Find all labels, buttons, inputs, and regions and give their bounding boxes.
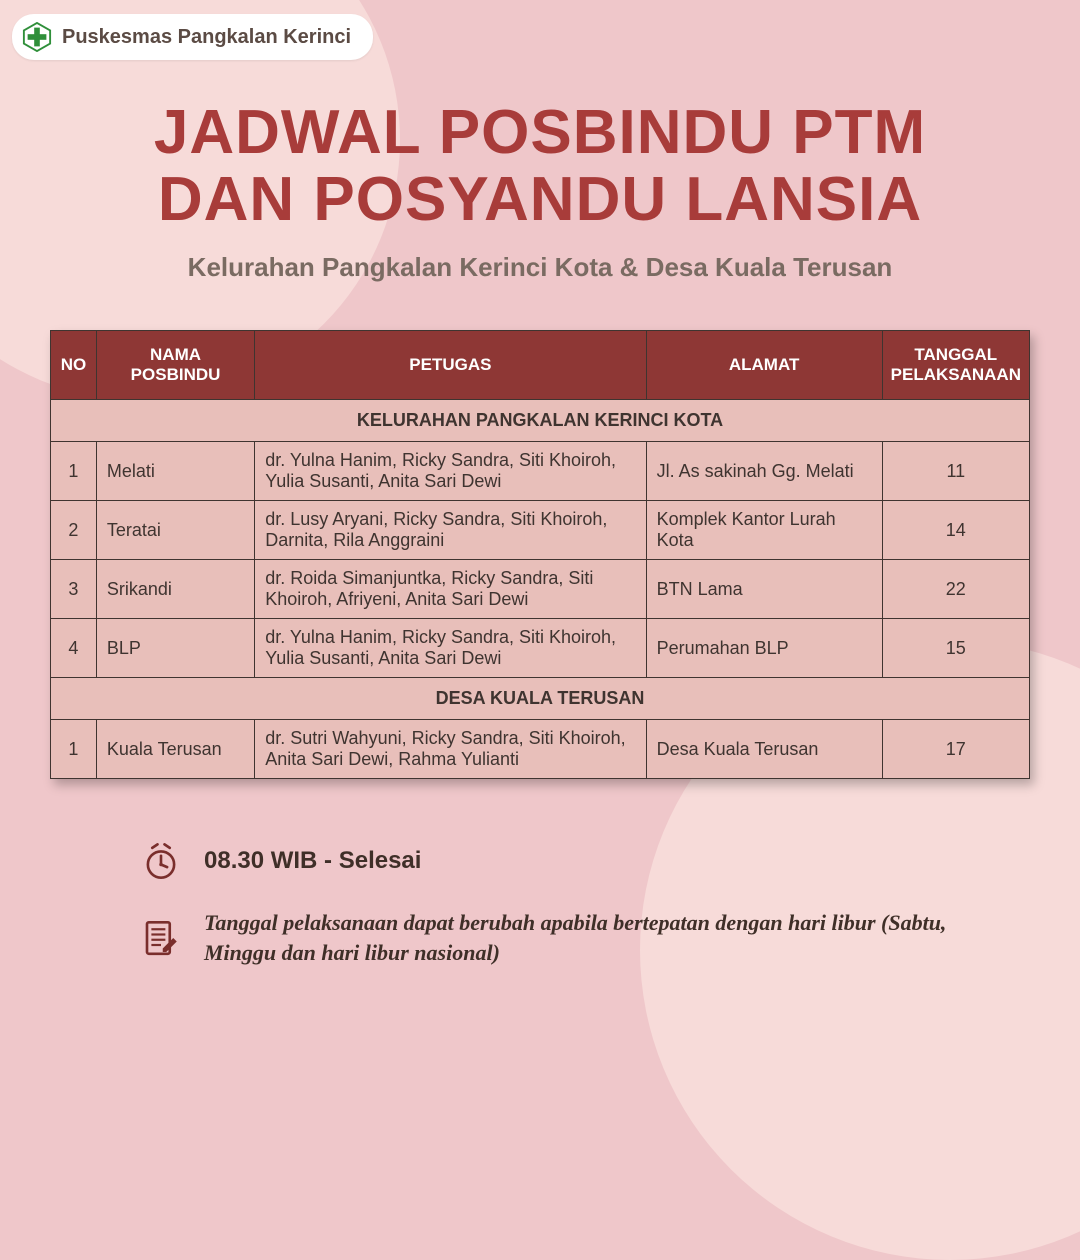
cell-name: Kuala Terusan — [96, 720, 254, 779]
cell-no: 1 — [51, 720, 97, 779]
cell-alamat: Jl. As sakinah Gg. Melati — [646, 442, 882, 501]
table-row: 4 BLP dr. Yulna Hanim, Ricky Sandra, Sit… — [51, 619, 1030, 678]
section-heading-row: KELURAHAN PANGKALAN KERINCI KOTA — [51, 400, 1030, 442]
note-text: Tanggal pelaksanaan dapat berubah apabil… — [204, 908, 1000, 967]
cell-tanggal: 17 — [882, 720, 1029, 779]
table-row: 3 Srikandi dr. Roida Simanjuntka, Ricky … — [51, 560, 1030, 619]
cell-tanggal: 11 — [882, 442, 1029, 501]
cell-name: Teratai — [96, 501, 254, 560]
time-row: 08.30 WIB - Selesai — [140, 840, 1000, 882]
cell-alamat: BTN Lama — [646, 560, 882, 619]
cell-no: 4 — [51, 619, 97, 678]
cell-tanggal: 15 — [882, 619, 1029, 678]
cell-tanggal: 14 — [882, 501, 1029, 560]
cell-no: 3 — [51, 560, 97, 619]
page-title: JADWAL POSBINDU PTM DAN POSYANDU LANSIA — [0, 100, 1080, 234]
org-name: Puskesmas Pangkalan Kerinci — [62, 26, 351, 49]
cell-alamat: Perumahan BLP — [646, 619, 882, 678]
cell-no: 2 — [51, 501, 97, 560]
clock-icon — [140, 840, 182, 882]
cell-petugas: dr. Lusy Aryani, Ricky Sandra, Siti Khoi… — [255, 501, 646, 560]
col-tanggal: TANGGAL PELAKSANAAN — [882, 331, 1029, 400]
col-petugas: PETUGAS — [255, 331, 646, 400]
title-line-2: DAN POSYANDU LANSIA — [158, 165, 922, 234]
cell-name: Srikandi — [96, 560, 254, 619]
note-row: Tanggal pelaksanaan dapat berubah apabil… — [140, 908, 1000, 967]
schedule-table: NO NAMA POSBINDU PETUGAS ALAMAT TANGGAL … — [50, 330, 1030, 779]
cell-name: BLP — [96, 619, 254, 678]
cell-alamat: Desa Kuala Terusan — [646, 720, 882, 779]
cell-petugas: dr. Yulna Hanim, Ricky Sandra, Siti Khoi… — [255, 619, 646, 678]
table-row: 1 Kuala Terusan dr. Sutri Wahyuni, Ricky… — [51, 720, 1030, 779]
section-2-heading: DESA KUALA TERUSAN — [51, 678, 1030, 720]
title-line-1: JADWAL POSBINDU PTM — [154, 98, 926, 167]
hero: JADWAL POSBINDU PTM DAN POSYANDU LANSIA … — [0, 100, 1080, 283]
cell-petugas: dr. Roida Simanjuntka, Ricky Sandra, Sit… — [255, 560, 646, 619]
footer: 08.30 WIB - Selesai Tanggal pelaksanaan … — [140, 840, 1000, 993]
section-heading-row: DESA KUALA TERUSAN — [51, 678, 1030, 720]
col-no: NO — [51, 331, 97, 400]
cell-alamat: Komplek Kantor Lurah Kota — [646, 501, 882, 560]
page-subtitle: Kelurahan Pangkalan Kerinci Kota & Desa … — [0, 252, 1080, 283]
col-alamat: ALAMAT — [646, 331, 882, 400]
cell-tanggal: 22 — [882, 560, 1029, 619]
cell-petugas: dr. Yulna Hanim, Ricky Sandra, Siti Khoi… — [255, 442, 646, 501]
table-header-row: NO NAMA POSBINDU PETUGAS ALAMAT TANGGAL … — [51, 331, 1030, 400]
note-icon — [140, 917, 182, 959]
cell-no: 1 — [51, 442, 97, 501]
table-row: 1 Melati dr. Yulna Hanim, Ricky Sandra, … — [51, 442, 1030, 501]
time-text: 08.30 WIB - Selesai — [204, 847, 421, 875]
cell-name: Melati — [96, 442, 254, 501]
section-1-heading: KELURAHAN PANGKALAN KERINCI KOTA — [51, 400, 1030, 442]
schedule-table-card: NO NAMA POSBINDU PETUGAS ALAMAT TANGGAL … — [50, 330, 1030, 779]
table-row: 2 Teratai dr. Lusy Aryani, Ricky Sandra,… — [51, 501, 1030, 560]
org-badge: Puskesmas Pangkalan Kerinci — [12, 14, 373, 60]
cell-petugas: dr. Sutri Wahyuni, Ricky Sandra, Siti Kh… — [255, 720, 646, 779]
medical-cross-icon — [22, 22, 52, 52]
col-name: NAMA POSBINDU — [96, 331, 254, 400]
